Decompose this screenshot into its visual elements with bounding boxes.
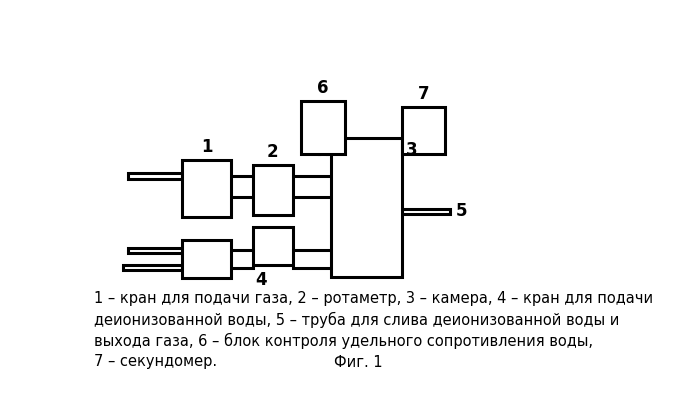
Bar (128, 247, 182, 253)
Bar (122, 265, 182, 270)
Bar (128, 173, 182, 179)
Bar (401, 107, 445, 154)
Bar (401, 208, 450, 214)
Bar (182, 239, 231, 278)
Bar (331, 138, 401, 277)
Bar (252, 165, 294, 215)
Bar (301, 100, 345, 154)
Text: 4: 4 (255, 271, 267, 289)
Text: 5: 5 (456, 202, 467, 220)
Bar (182, 160, 231, 217)
Text: 1: 1 (201, 139, 212, 157)
Bar (252, 227, 294, 265)
Text: Фиг. 1: Фиг. 1 (334, 355, 382, 370)
Text: 2: 2 (267, 143, 279, 161)
Text: 3: 3 (406, 141, 417, 159)
Text: 6: 6 (317, 79, 329, 97)
Text: 1 – кран для подачи газа, 2 – ротаметр, 3 – камера, 4 – кран для подачи
деионизо: 1 – кран для подачи газа, 2 – ротаметр, … (94, 291, 653, 369)
Text: 7: 7 (417, 85, 429, 103)
